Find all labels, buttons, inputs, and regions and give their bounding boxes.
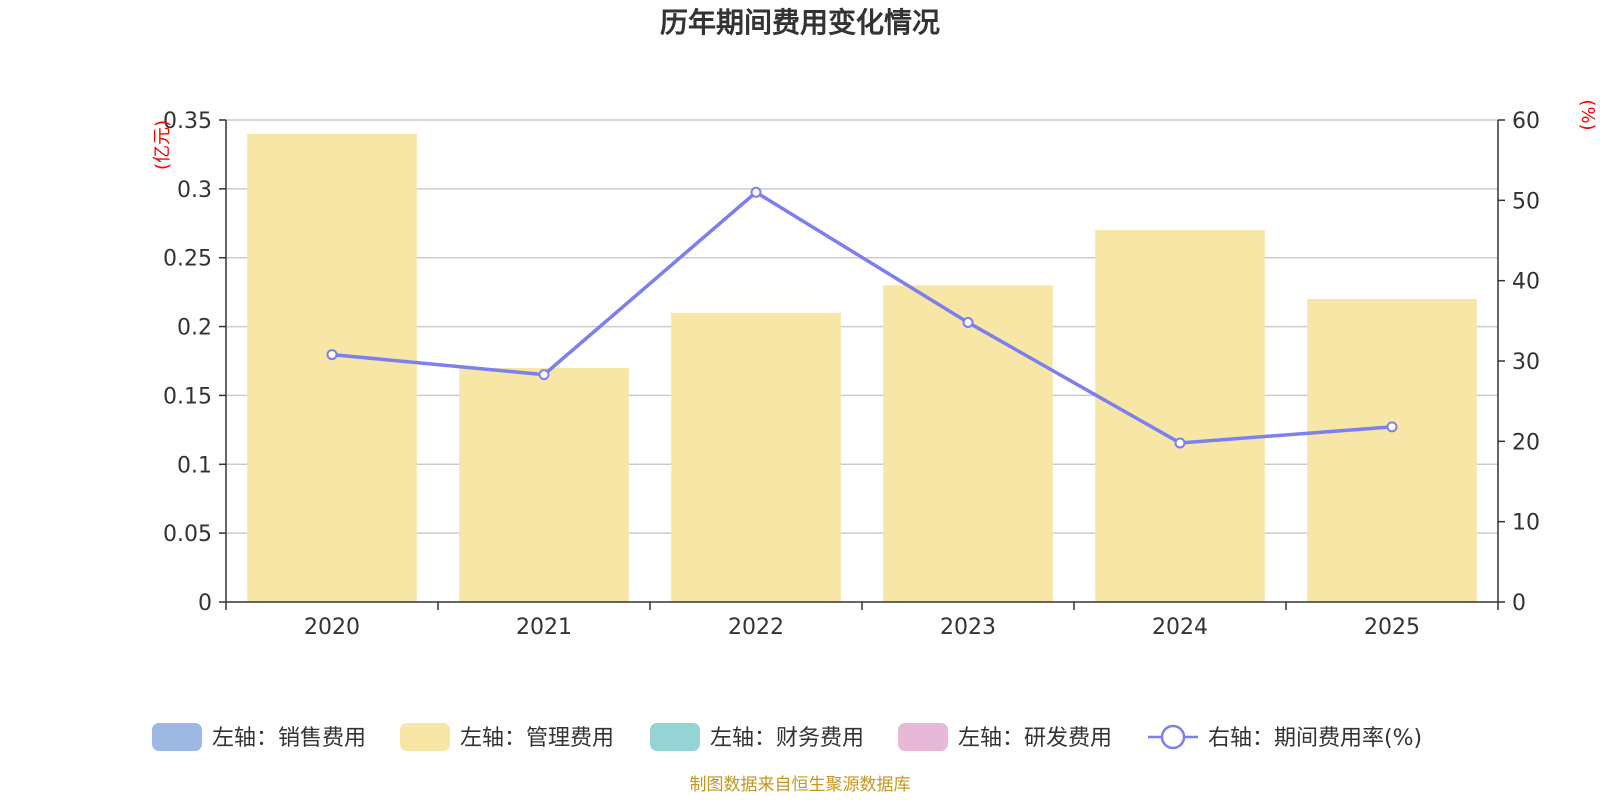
bar-2021 — [459, 367, 629, 602]
line-point-2023 — [962, 316, 974, 328]
right-tick-label: 20 — [1512, 430, 1540, 455]
left-tick-label: 0.15 — [163, 384, 212, 409]
legend-swatch — [152, 723, 202, 751]
bar-2024 — [1095, 230, 1265, 602]
left-axis-unit: (亿元) — [152, 120, 173, 170]
right-tick-label: 50 — [1512, 189, 1540, 214]
bar-series — [247, 133, 1477, 602]
line-point-2024 — [1174, 437, 1186, 449]
chart-title: 历年期间费用变化情况 — [660, 6, 940, 39]
legend-marker — [1160, 724, 1186, 750]
line-point-2025 — [1386, 421, 1398, 433]
right-tick-label: 10 — [1512, 511, 1540, 536]
left-tick-label: 0.2 — [177, 316, 212, 341]
legend-label: 左轴：管理费用 — [460, 726, 614, 751]
right-tick-label: 40 — [1512, 270, 1540, 295]
legend-swatch — [400, 723, 450, 751]
left-tick-label: 0.1 — [177, 453, 212, 478]
line-point-2021 — [538, 369, 550, 381]
line-series — [326, 186, 1398, 449]
x-tick-label: 2024 — [1152, 615, 1208, 640]
x-tick-label: 2022 — [728, 615, 784, 640]
legend-label: 左轴：销售费用 — [212, 726, 366, 751]
legend-swatch — [650, 723, 700, 751]
legend-label: 左轴：研发费用 — [958, 726, 1112, 751]
bar-2020 — [247, 133, 417, 602]
x-tick-label: 2025 — [1364, 615, 1420, 640]
legend-label: 左轴：财务费用 — [710, 726, 864, 751]
legend-label: 右轴：期间费用率(%) — [1208, 726, 1422, 751]
right-tick-label: 30 — [1512, 350, 1540, 375]
left-tick-label: 0.3 — [177, 178, 212, 203]
legend-swatch — [898, 723, 948, 751]
line-point-2020 — [326, 349, 338, 361]
left-tick-label: 0 — [198, 591, 212, 616]
line-path — [331, 190, 1393, 445]
bar-2022 — [671, 312, 841, 602]
left-tick-label: 0.35 — [163, 109, 212, 134]
bar-2023 — [883, 285, 1053, 602]
legend: 左轴：销售费用 左轴：管理费用 左轴：财务费用 左轴：研发费用 右轴：期间费用率(%) — [152, 723, 1422, 751]
x-tick-label: 2023 — [940, 615, 996, 640]
bar-2025 — [1307, 299, 1477, 602]
line-point-2022 — [750, 186, 762, 198]
left-tick-label: 0.05 — [163, 522, 212, 547]
data-source: 制图数据来自恒生聚源数据库 — [690, 775, 911, 795]
axes: 0 0.05 0.1 0.15 0.2 0.25 0.3 0.35 0 10 20 30 40 50 60 2… — [163, 109, 1540, 640]
right-tick-label: 0 — [1512, 591, 1526, 616]
right-tick-label: 60 — [1512, 109, 1540, 134]
left-tick-label: 0.25 — [163, 247, 212, 272]
x-tick-label: 2020 — [304, 615, 360, 640]
right-axis-unit: (%) — [1577, 99, 1598, 130]
x-tick-label: 2021 — [516, 615, 572, 640]
